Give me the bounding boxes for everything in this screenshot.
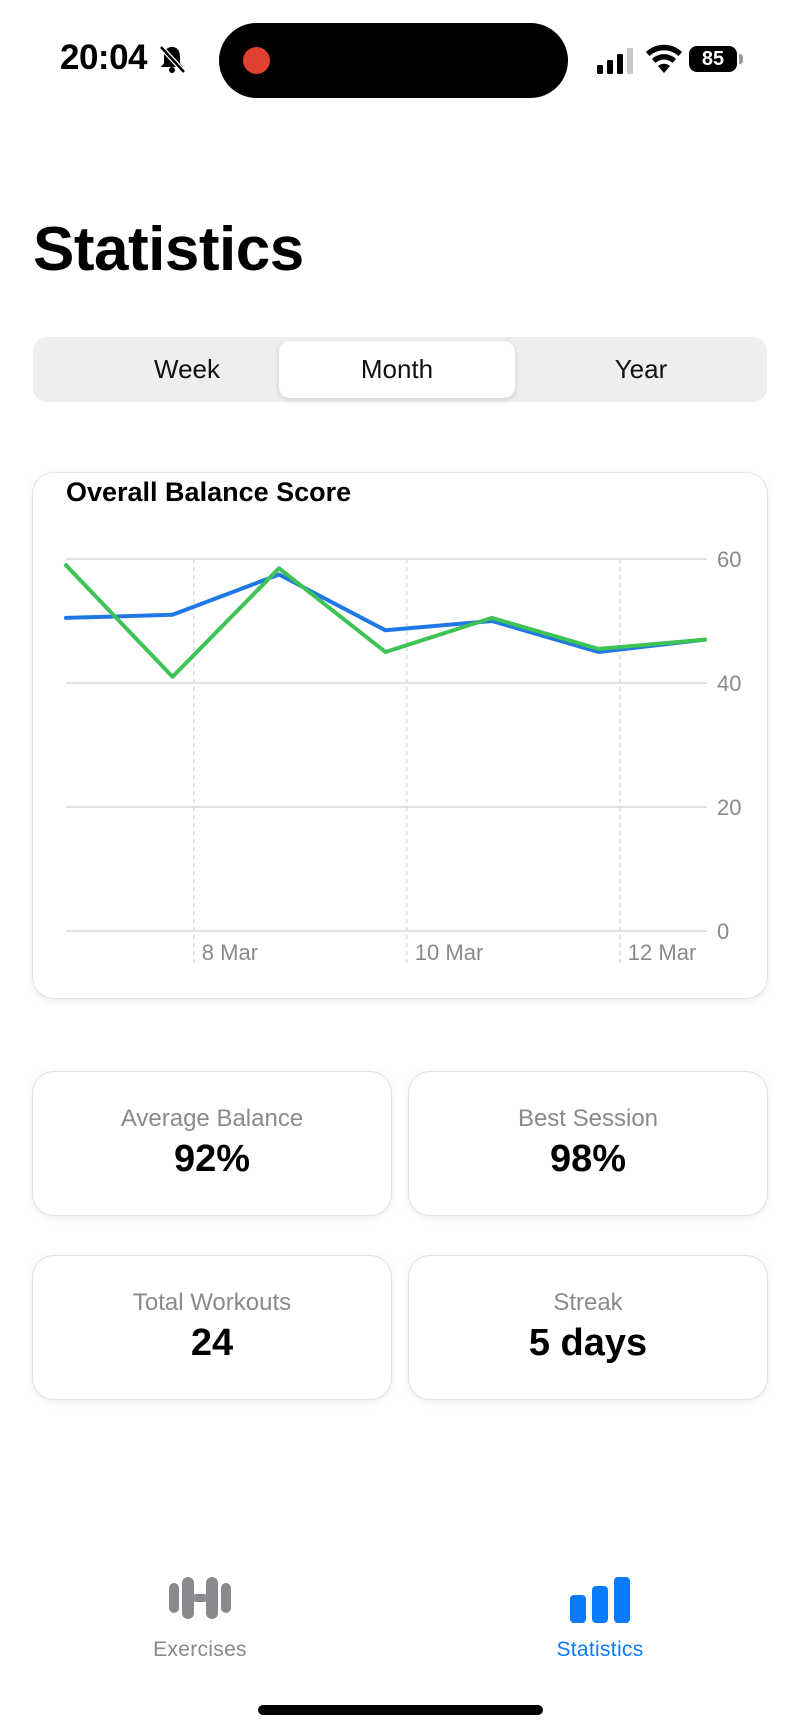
signal-icon	[597, 48, 633, 74]
tab-exercises[interactable]: Exercises	[90, 1575, 310, 1665]
segment-month[interactable]: Month	[279, 341, 515, 398]
stat-label: Streak	[553, 1289, 623, 1316]
stat-value: 98%	[549, 1138, 627, 1180]
segment-week[interactable]: Week	[154, 354, 220, 384]
stat-value: 24	[190, 1322, 234, 1364]
battery-icon: 85	[689, 46, 743, 72]
period-segmented-control: Week Month Year	[33, 337, 767, 402]
stat-card-average-balance: Average Balance 92%	[32, 1071, 392, 1216]
stat-label: Average Balance	[120, 1105, 304, 1132]
tab-label: Exercises	[153, 1638, 247, 1661]
stat-card-streak: Streak 5 days	[408, 1255, 768, 1400]
battery-level: 85	[689, 46, 737, 72]
stat-label: Best Session	[517, 1105, 659, 1132]
tab-label: Statistics	[556, 1638, 644, 1661]
stat-value: 5 days	[528, 1322, 648, 1364]
segment-year[interactable]: Year	[614, 354, 668, 384]
page-title: Statistics	[33, 215, 304, 284]
recording-indicator	[243, 47, 270, 74]
bar-chart-icon	[570, 1577, 630, 1623]
x-tick-label: 12 Mar	[628, 940, 696, 965]
stat-label: Total Workouts	[132, 1289, 292, 1316]
y-tick-label: 40	[717, 671, 741, 696]
dumbbell-icon	[169, 1577, 231, 1619]
series-line-1	[64, 563, 707, 679]
y-tick-label: 60	[717, 547, 741, 572]
x-tick-label: 10 Mar	[415, 940, 483, 965]
home-indicator	[258, 1705, 543, 1715]
chart-title: Overall Balance Score	[66, 477, 352, 507]
y-tick-label: 20	[717, 795, 741, 820]
bell-slash-icon	[159, 45, 186, 74]
battery-cap	[739, 54, 743, 64]
series-line-0	[64, 572, 707, 654]
stat-card-best-session: Best Session 98%	[408, 1071, 768, 1216]
stat-value: 92%	[173, 1138, 251, 1180]
x-tick-label: 8 Mar	[202, 940, 258, 965]
y-tick-label: 0	[717, 919, 729, 944]
balance-line-chart: 0 20 40 60 8 Mar 10 Mar 12 Mar	[64, 547, 741, 965]
wifi-icon	[646, 44, 682, 73]
dynamic-island	[219, 23, 568, 98]
tab-statistics[interactable]: Statistics	[490, 1575, 710, 1665]
status-bar: 20:04 85	[0, 0, 800, 120]
stat-card-total-workouts: Total Workouts 24	[32, 1255, 392, 1400]
balance-chart-card: Overall Balance Score 0 20 40 60 8 Mar 10 Mar…	[32, 472, 768, 999]
status-time: 20:04	[60, 38, 148, 77]
